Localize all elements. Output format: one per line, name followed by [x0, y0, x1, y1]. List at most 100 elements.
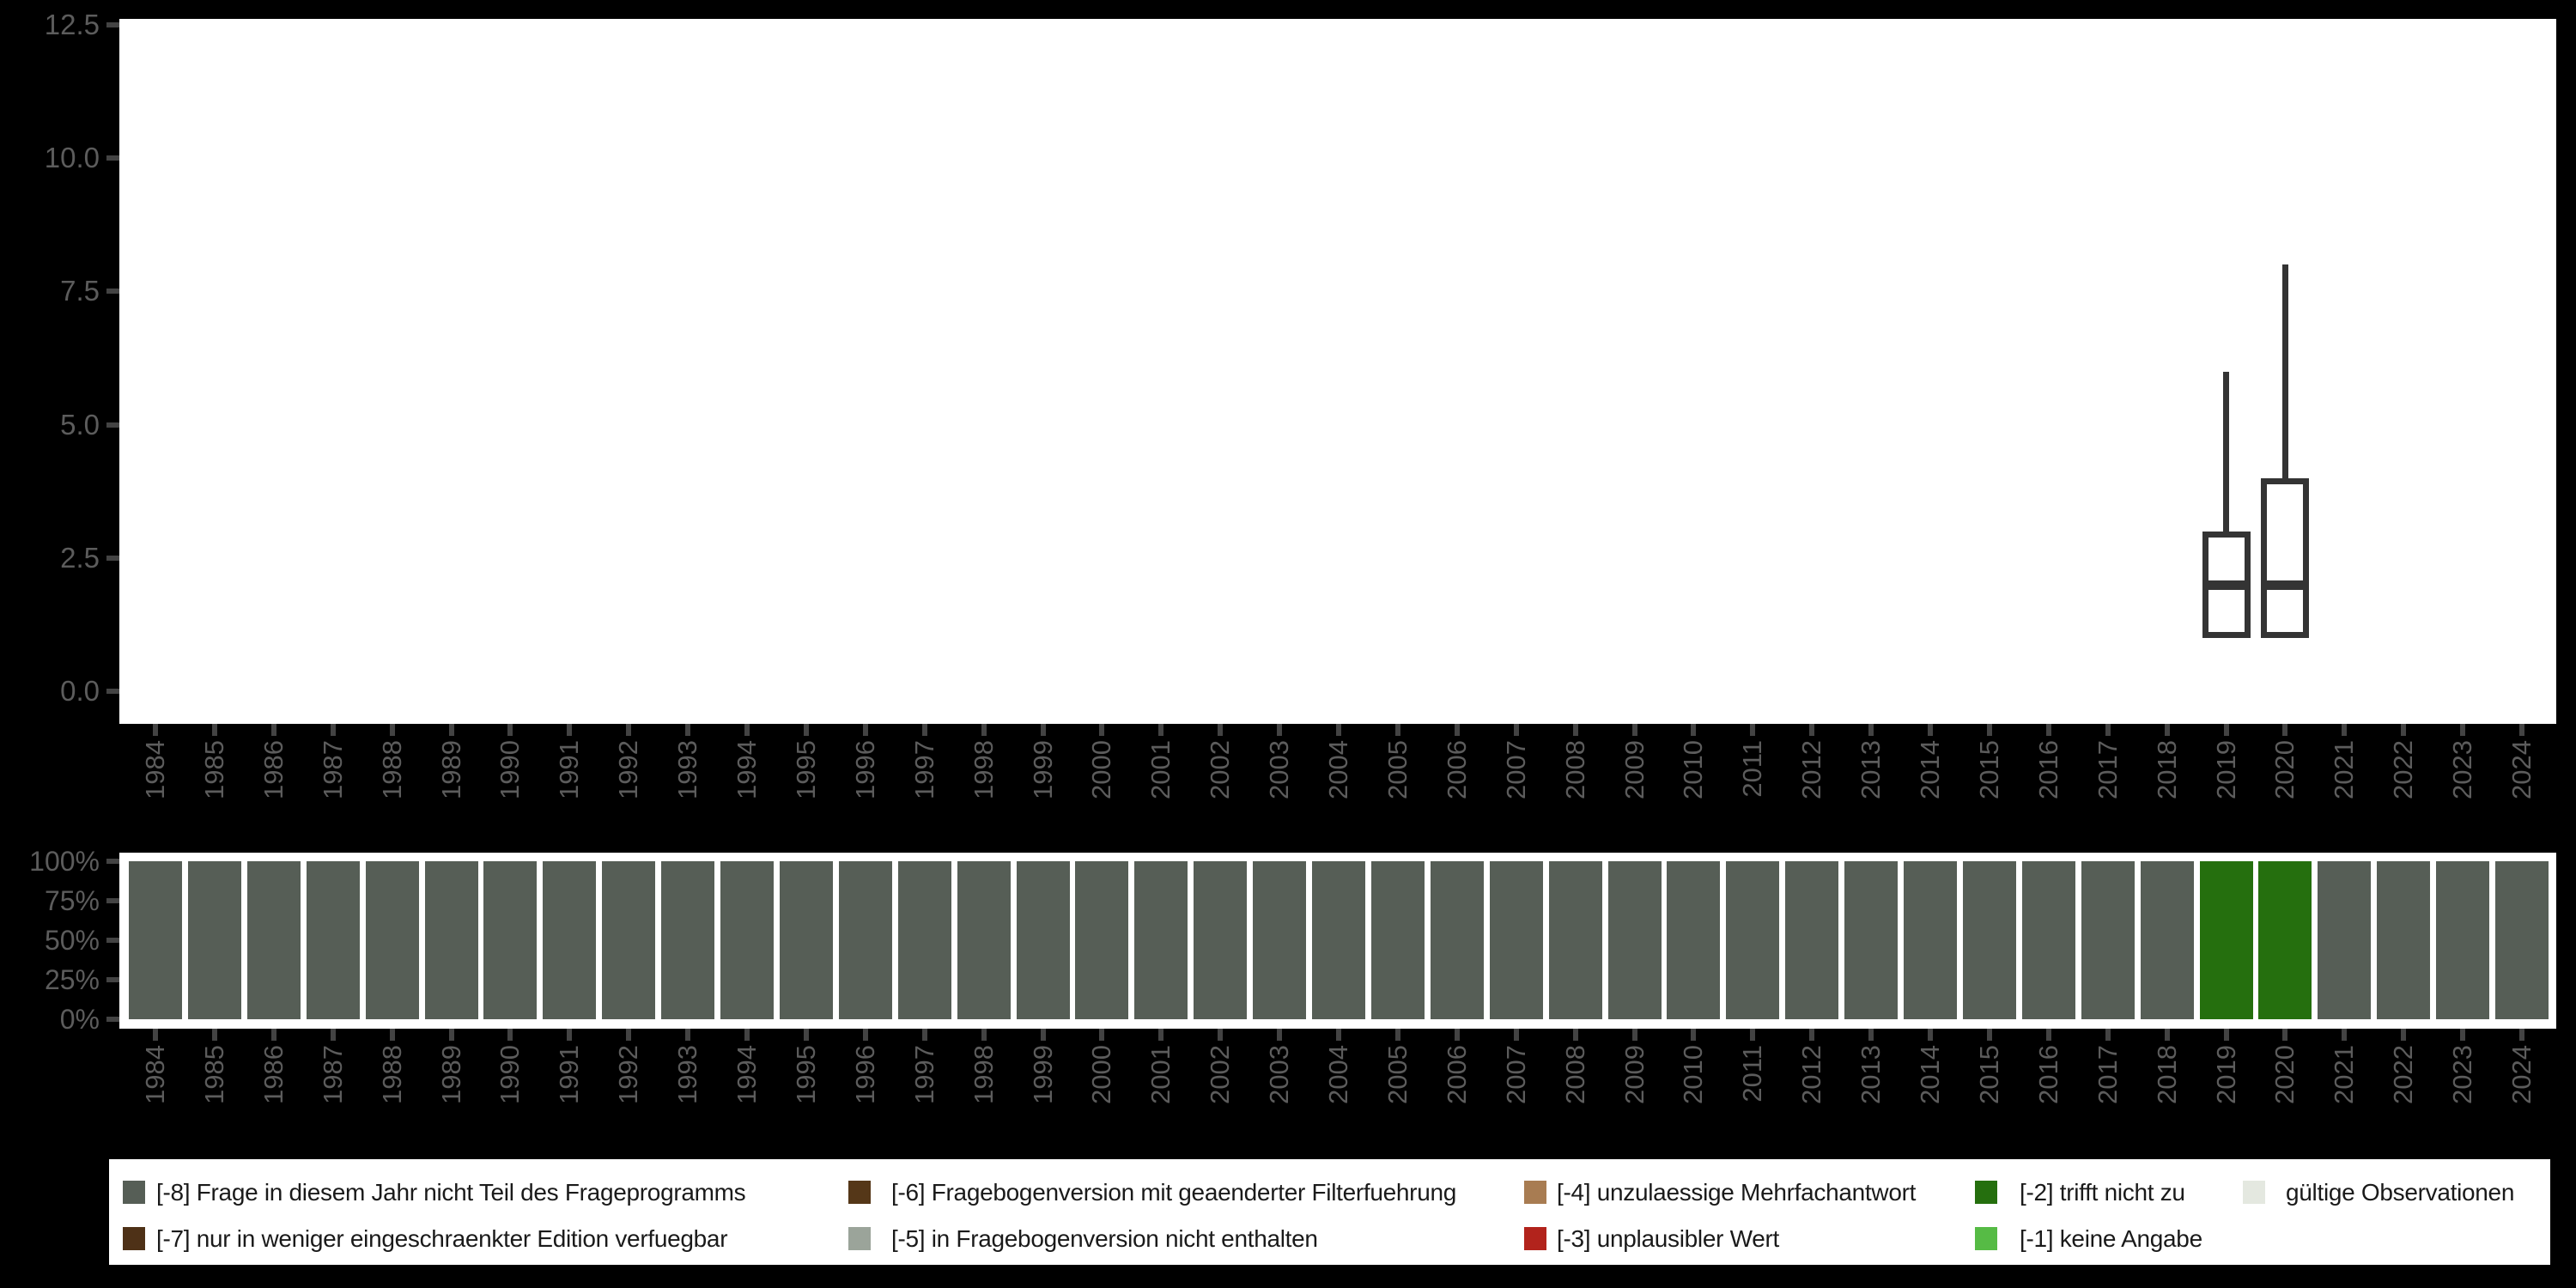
boxplot-x-tick [270, 724, 276, 736]
boxplot-x-tick-label: 2024 [2506, 740, 2537, 799]
boxplot-y-tick-label: 5.0 [60, 408, 100, 440]
bars-x-tick [921, 1029, 927, 1041]
bars-x-tick [1099, 1029, 1105, 1041]
bars-x-tick [330, 1029, 336, 1041]
bars-x-tick [1158, 1029, 1164, 1041]
legend-swatch--7 [123, 1227, 145, 1250]
bar-2022--8 [2377, 861, 2431, 1019]
bar-1996--8 [838, 861, 892, 1019]
bar-2024--8 [2495, 861, 2549, 1019]
bar-2016--8 [2021, 861, 2075, 1019]
bars-y-tick [106, 938, 119, 943]
bars-x-tick-label: 1994 [732, 1045, 762, 1104]
bar-2014--8 [1904, 861, 1957, 1019]
bars-x-tick [1394, 1029, 1400, 1041]
bars-x-tick [389, 1029, 395, 1041]
boxplot-x-tick [2342, 724, 2348, 736]
bar-2018--8 [2140, 861, 2194, 1019]
boxplot-x-tick-label: 2008 [1559, 740, 1590, 799]
bars-x-tick [2223, 1029, 2229, 1041]
boxplot-x-tick-label: 1987 [317, 740, 348, 799]
boxplot-y-tick [106, 422, 119, 428]
boxplot-x-tick-label: 2001 [1145, 740, 1176, 799]
bar-2015--8 [1962, 861, 2016, 1019]
legend-label--6: [-6] Fragebogenversion mit geaenderter F… [891, 1179, 1457, 1206]
boxplot-x-tick [1394, 724, 1400, 736]
bars-x-tick-label: 1992 [613, 1045, 644, 1104]
boxplot-x-tick [1809, 724, 1815, 736]
bar-1995--8 [779, 861, 833, 1019]
boxplot-x-tick-label: 2017 [2092, 740, 2123, 799]
legend-swatch--3 [1524, 1227, 1546, 1250]
boxplot-y-tick [106, 289, 119, 295]
boxplot-x-tick [803, 724, 809, 736]
boxplot-y-tick-label: 10.0 [44, 142, 100, 174]
boxplot-x-tick-label: 2021 [2329, 740, 2360, 799]
bars-x-tick-label: 2008 [1559, 1045, 1590, 1104]
bars-x-tick [567, 1029, 573, 1041]
boxplot-x-tick-label: 2014 [1915, 740, 1945, 799]
legend-swatch--5 [848, 1227, 871, 1250]
boxplot-x-tick-label: 1986 [258, 740, 289, 799]
boxplot-x-tick [2282, 724, 2288, 736]
boxplot-x-tick-label: 2009 [1619, 740, 1649, 799]
boxplot-x-tick [1277, 724, 1283, 736]
boxplot-y-tick-label: 12.5 [44, 9, 100, 40]
bars-x-tick [2519, 1029, 2524, 1041]
legend-label--2: [-2] trifft nicht zu [2020, 1179, 2185, 1206]
boxplot-x-tick [685, 724, 691, 736]
bars-x-tick-label: 2012 [1796, 1045, 1827, 1104]
boxplot-x-tick [862, 724, 868, 736]
bars-x-tick [1928, 1029, 1933, 1041]
bars-x-tick [1277, 1029, 1283, 1041]
bars-x-tick-label: 2009 [1619, 1045, 1649, 1104]
bars-y-tick-label: 25% [44, 964, 100, 995]
boxplot-x-tick [153, 724, 158, 736]
boxplot-x-tick-label: 2016 [2032, 740, 2063, 799]
boxplot-x-tick-label: 1998 [968, 740, 999, 799]
bars-x-tick-label: 1993 [672, 1045, 703, 1104]
boxplot-x-tick-label: 2006 [1441, 740, 1472, 799]
bar-2000--8 [1075, 861, 1129, 1019]
bar-2007--8 [1489, 861, 1543, 1019]
bars-x-tick [2045, 1029, 2051, 1041]
bar-1989--8 [424, 861, 478, 1019]
bar-1999--8 [1016, 861, 1070, 1019]
bars-x-tick [2282, 1029, 2288, 1041]
legend-swatch--8 [123, 1181, 145, 1204]
boxplot-x-tick-label: 1990 [495, 740, 526, 799]
boxplot-x-tick-label: 2020 [2269, 740, 2300, 799]
bars-x-tick [626, 1029, 632, 1041]
bars-y-tick-label: 100% [29, 846, 100, 877]
boxplot-x-tick [1454, 724, 1460, 736]
bars-x-tick-label: 2010 [1678, 1045, 1709, 1104]
boxplot-x-tick [2164, 724, 2170, 736]
bars-x-tick [744, 1029, 750, 1041]
bar-2010--8 [1667, 861, 1721, 1019]
bar-2001--8 [1134, 861, 1188, 1019]
bars-x-tick [270, 1029, 276, 1041]
legend-label--5: [-5] in Fragebogenversion nicht enthalte… [891, 1225, 1318, 1252]
bar-1998--8 [957, 861, 1011, 1019]
bars-y-tick-label: 50% [44, 925, 100, 956]
boxplot-x-tick-label: 2007 [1500, 740, 1531, 799]
boxplot-x-tick [211, 724, 217, 736]
boxplot-x-tick [1218, 724, 1224, 736]
boxplot-2020-upper-whisker [2281, 264, 2288, 478]
bars-x-tick-label: 2001 [1145, 1045, 1176, 1104]
boxplot-x-tick [2401, 724, 2407, 736]
bars-x-tick [2460, 1029, 2466, 1041]
bars-x-tick-label: 2014 [1915, 1045, 1945, 1104]
bar-1984--8 [129, 861, 182, 1019]
bars-x-tick-label: 1996 [849, 1045, 880, 1104]
bars-x-tick-label: 2003 [1264, 1045, 1295, 1104]
bars-x-tick-label: 2024 [2506, 1045, 2537, 1104]
boxplot-2019-upper-whisker [2223, 371, 2229, 532]
boxplot-x-tick-label: 1992 [613, 740, 644, 799]
bars-x-tick [1631, 1029, 1637, 1041]
bar-2012--8 [1785, 861, 1839, 1019]
legend-label--3: [-3] unplausibler Wert [1557, 1225, 1780, 1252]
bars-x-tick [448, 1029, 454, 1041]
bar-2008--8 [1548, 861, 1602, 1019]
boxplot-x-tick [507, 724, 513, 736]
